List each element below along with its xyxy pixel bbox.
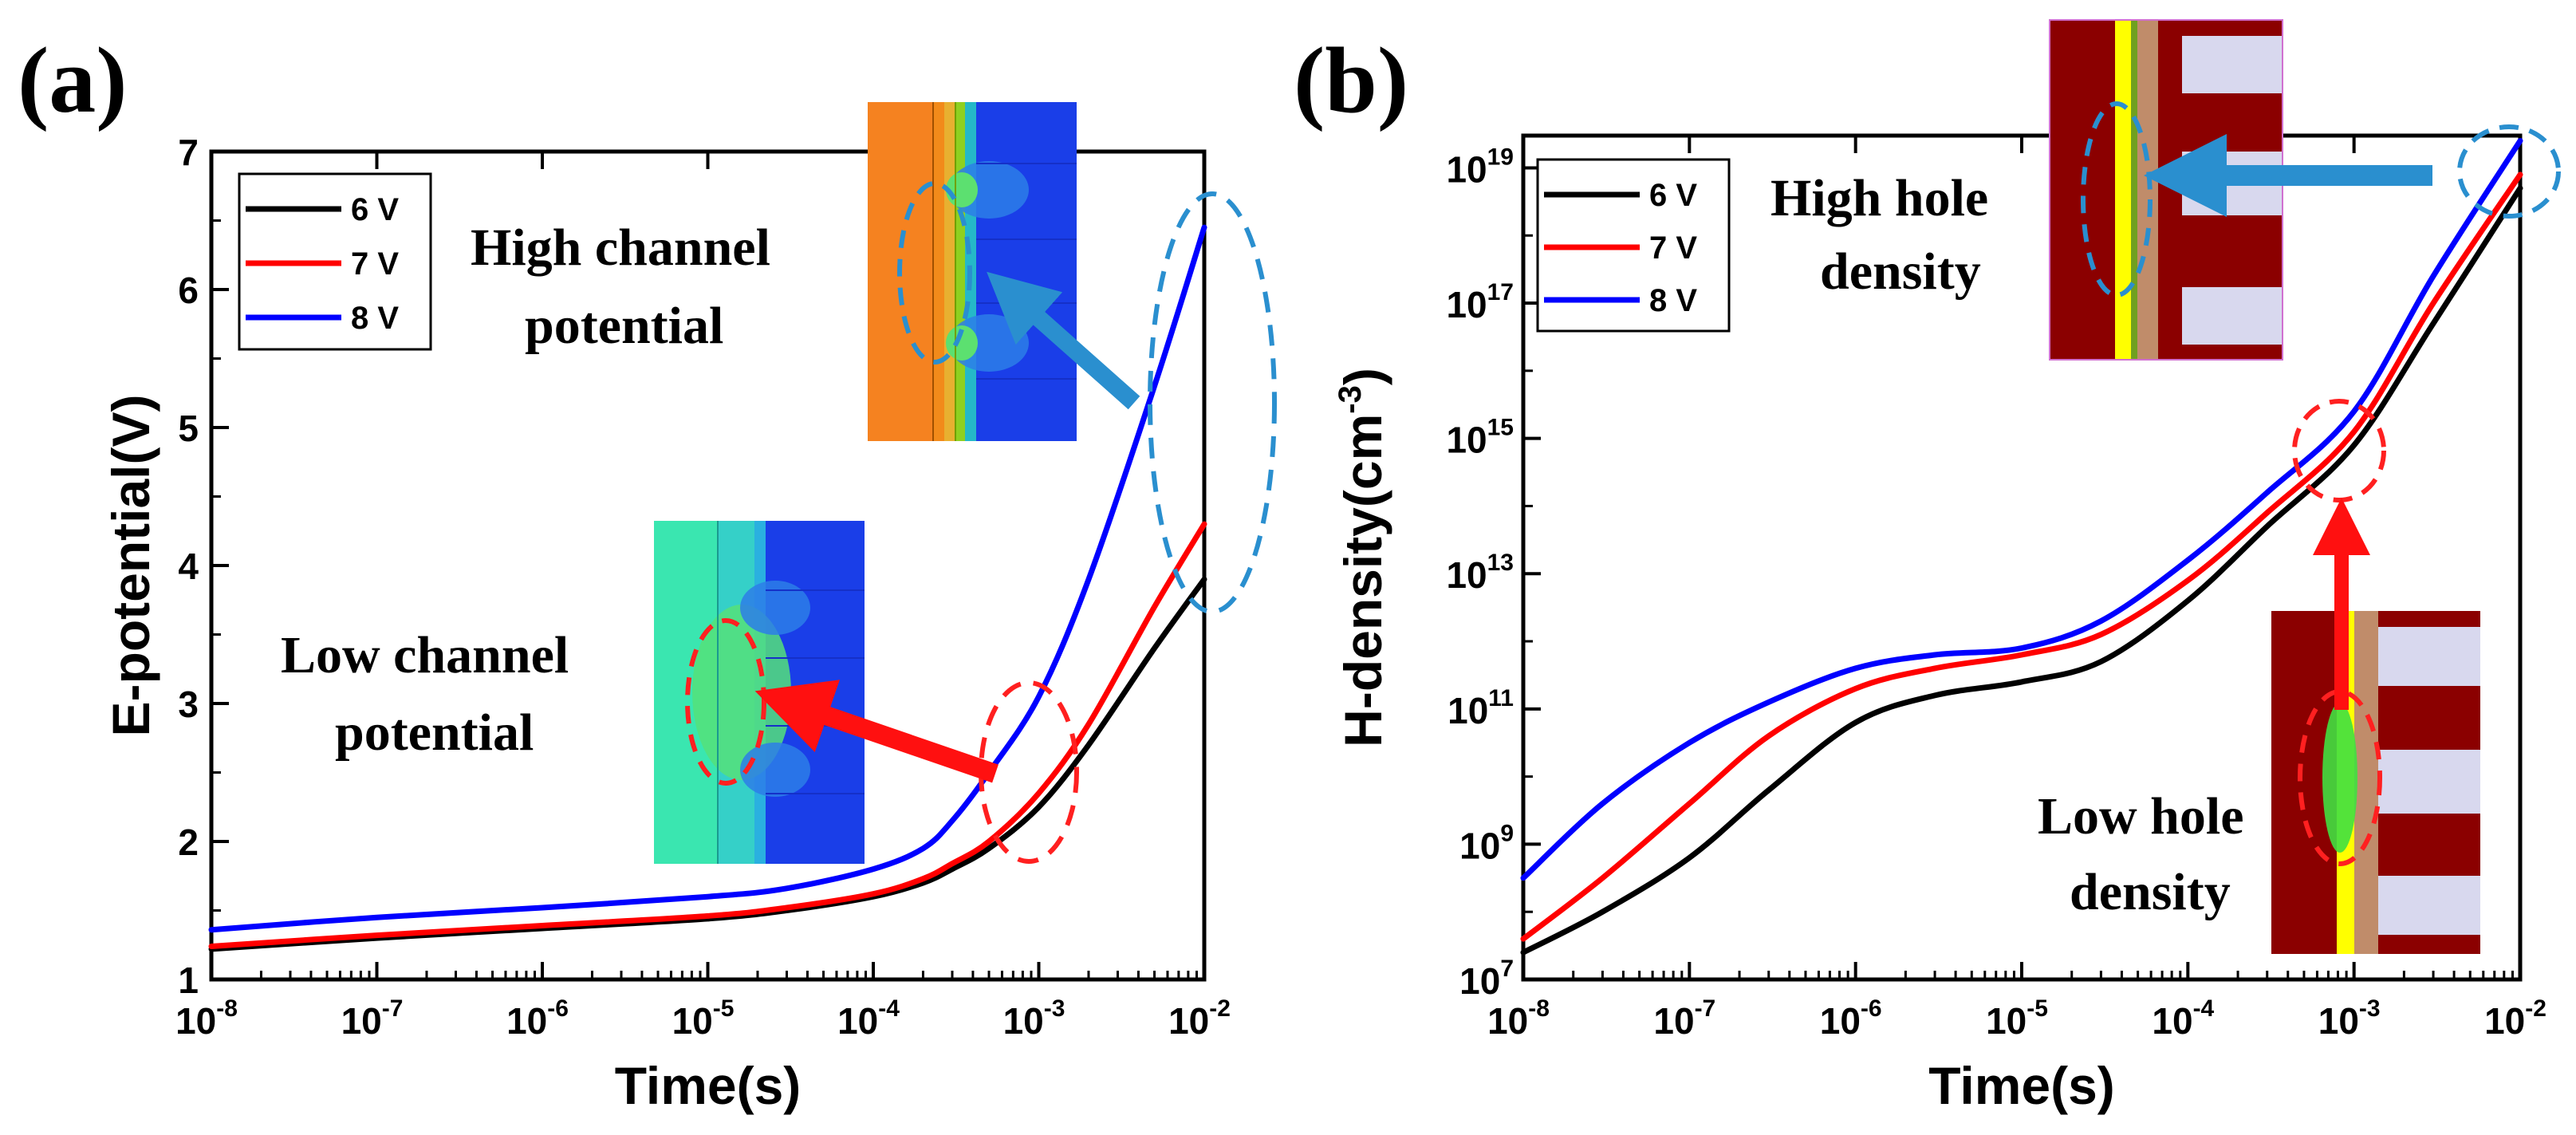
panel-b-ytick-label-2: 1011 (1448, 685, 1514, 731)
panel-b-ytick-label-6: 1019 (1446, 144, 1514, 190)
panel-a: (a) 10-8 10-7 10-6 10-5 10-4 10-3 10-2 1 2 3 4 5 6 7 E… (18, 28, 1277, 1115)
panel-b-axes: 10-8 10-7 10-6 10-5 10-4 10-3 10-2 107 109 1011 10… (1333, 133, 2546, 1115)
annotation-high-hole-line2: density (1820, 242, 1981, 301)
panel-b-xtick-label-6: 10-2 (2484, 995, 2546, 1042)
arrow-low-potential (754, 680, 998, 783)
panel-a-xtick-label-1: 10-7 (341, 995, 404, 1042)
annotation-high-hole-line1: High hole (1771, 169, 1988, 227)
panel-a-legend: 6 V 7 V 8 V (238, 172, 432, 351)
panel-a-ylabel: E-potential(V) (101, 395, 160, 737)
annotation-low-potential-line2: potential (335, 703, 534, 762)
legend-b-label-6v: 6 V (1649, 178, 1697, 213)
panel-a-ytick-label-3: 4 (178, 546, 199, 587)
panel-b-series-7v (1520, 171, 2523, 942)
panel-b-legend: 6 V 7 V 8 V (1536, 158, 1731, 333)
legend-a-label-7v: 7 V (351, 246, 399, 282)
panel-b-xtick-label-1: 10-7 (1653, 995, 1715, 1042)
panel-a-xtick-label-6: 10-2 (1168, 995, 1231, 1042)
legend-b-label-7v: 7 V (1649, 231, 1697, 266)
arrow-high-potential (987, 271, 1140, 410)
panel-b-ytick-label-4: 1015 (1446, 415, 1514, 461)
panel-a-axes: 10-8 10-7 10-6 10-5 10-4 10-3 10-2 1 2 3 4 5 6 7 E-pot… (101, 132, 1231, 1115)
panel-a-ytick-label-5: 6 (178, 270, 199, 311)
panel-b-xtick-label-2: 10-6 (1820, 995, 1882, 1042)
legend-a-label-8v: 8 V (351, 301, 399, 336)
panel-a-xlabel: Time(s) (615, 1056, 802, 1115)
panel-a-xtick-label-2: 10-6 (506, 995, 569, 1042)
highlight-ellipse-high-a (1148, 191, 1277, 614)
panel-b-ytick-label-3: 1013 (1446, 550, 1514, 596)
panel-a-xtick-label-3: 10-5 (672, 995, 735, 1042)
panel-b-xlabel: Time(s) (1928, 1056, 2115, 1115)
panel-a-series-7v (208, 521, 1207, 949)
inset-high-hole-density (2049, 19, 2283, 361)
panel-a-ytick-label-4: 5 (178, 408, 199, 449)
panel-a-xtick-label-4: 10-4 (837, 995, 900, 1042)
panel-b-label: (b) (1294, 28, 1408, 132)
annotation-low-hole-line1: Low hole (2038, 787, 2244, 845)
panel-b-xtick-label-4: 10-4 (2152, 995, 2214, 1042)
panel-a-series-8v (208, 224, 1207, 933)
panel-b-ytick-label-1: 109 (1459, 820, 1514, 866)
legend-b-label-8v: 8 V (1649, 283, 1697, 318)
panel-b-ytick-label-0: 107 (1459, 956, 1514, 1002)
panel-b-series-6v (1520, 185, 2523, 956)
inset-high-potential (868, 102, 1077, 441)
inset-low-potential (654, 521, 865, 864)
panel-b-ylabel: H-density(cm-3) (1333, 368, 1392, 747)
panel-a-ytick-label-6: 7 (178, 132, 199, 173)
highlight-ellipse-high-b (2457, 124, 2561, 219)
panel-b-xtick-label-3: 10-5 (1986, 995, 2048, 1042)
panel-b-xtick-label-0: 10-8 (1487, 995, 1550, 1042)
panel-a-xtick-label-0: 10-8 (175, 995, 238, 1042)
annotation-low-potential-line1: Low channel (281, 626, 569, 684)
panel-a-ytick-label-1: 2 (178, 822, 199, 863)
panel-b-xtick-label-5: 10-3 (2318, 995, 2381, 1042)
panel-a-xtick-label-5: 10-3 (1003, 995, 1065, 1042)
panel-a-label: (a) (18, 28, 128, 132)
panel-a-series (208, 224, 1207, 952)
panel-b-ytick-label-5: 1017 (1446, 279, 1514, 325)
panel-a-ytick-label-2: 3 (178, 684, 199, 725)
panel-b: (b) 10-8 10-7 10-6 10-5 10-4 10-3 10-210710910… (1294, 19, 2561, 1115)
inset-low-hole-density (2271, 611, 2480, 954)
annotation-high-potential-line1: High channel (471, 219, 770, 277)
panel-a-ytick-label-0: 1 (178, 960, 199, 1001)
annotation-high-potential-line2: potential (525, 297, 723, 355)
legend-a-label-6v: 6 V (351, 192, 399, 227)
panel-b-series-8v (1520, 138, 2523, 881)
panel-b-series (1520, 138, 2523, 956)
annotation-low-hole-line2: density (2070, 863, 2231, 921)
